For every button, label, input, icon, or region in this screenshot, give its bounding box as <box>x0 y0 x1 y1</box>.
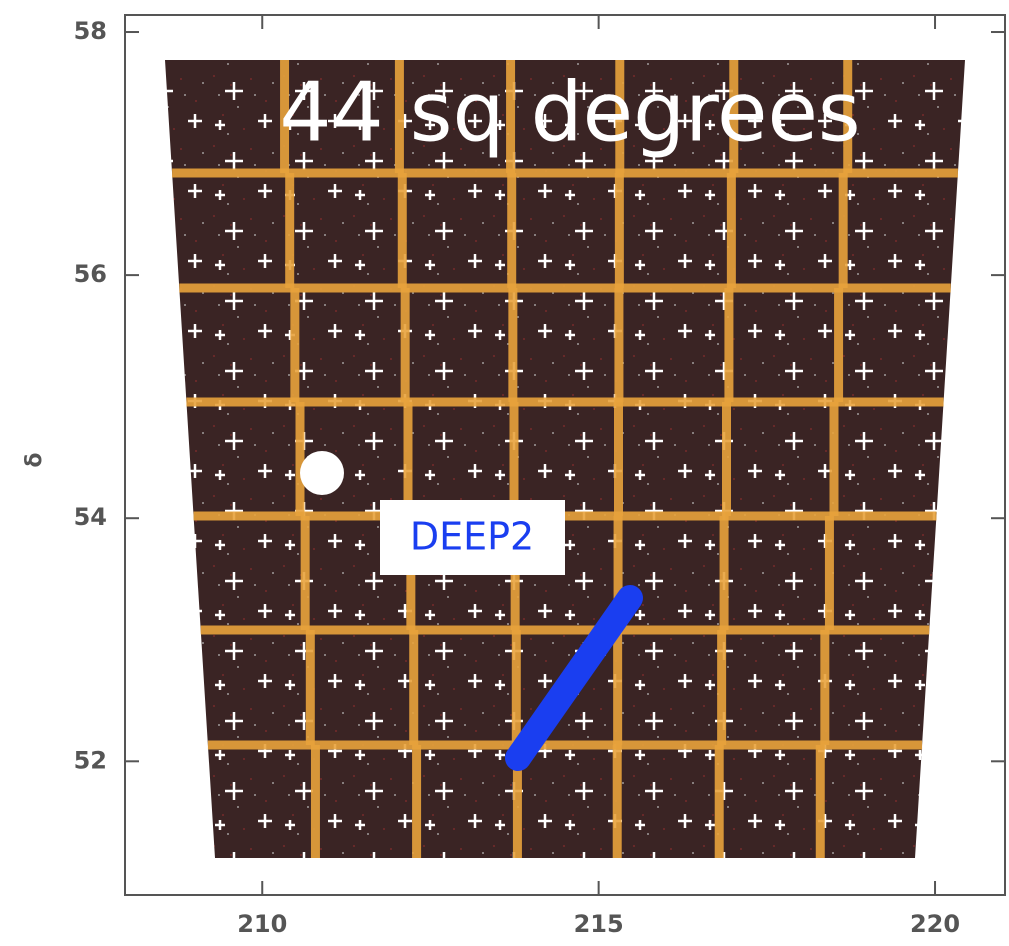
x-tick-label: 220 <box>910 910 960 938</box>
annotation: DEEP2 <box>410 515 534 559</box>
x-tick-label: 215 <box>574 910 624 938</box>
masked-star <box>300 451 344 495</box>
y-tick-label: 56 <box>74 260 107 288</box>
chart-title: 44 sq degrees <box>279 65 860 160</box>
y-tick-label: 58 <box>74 17 107 45</box>
y-tick-label: 52 <box>74 746 107 774</box>
chart: 44 sq degrees DEEP2 δ 210 215 220 52 54 56 58 <box>0 0 1009 946</box>
y-tick-label: 54 <box>74 503 107 531</box>
y-axis-label: δ <box>22 452 47 467</box>
x-tick-label: 210 <box>237 910 287 938</box>
